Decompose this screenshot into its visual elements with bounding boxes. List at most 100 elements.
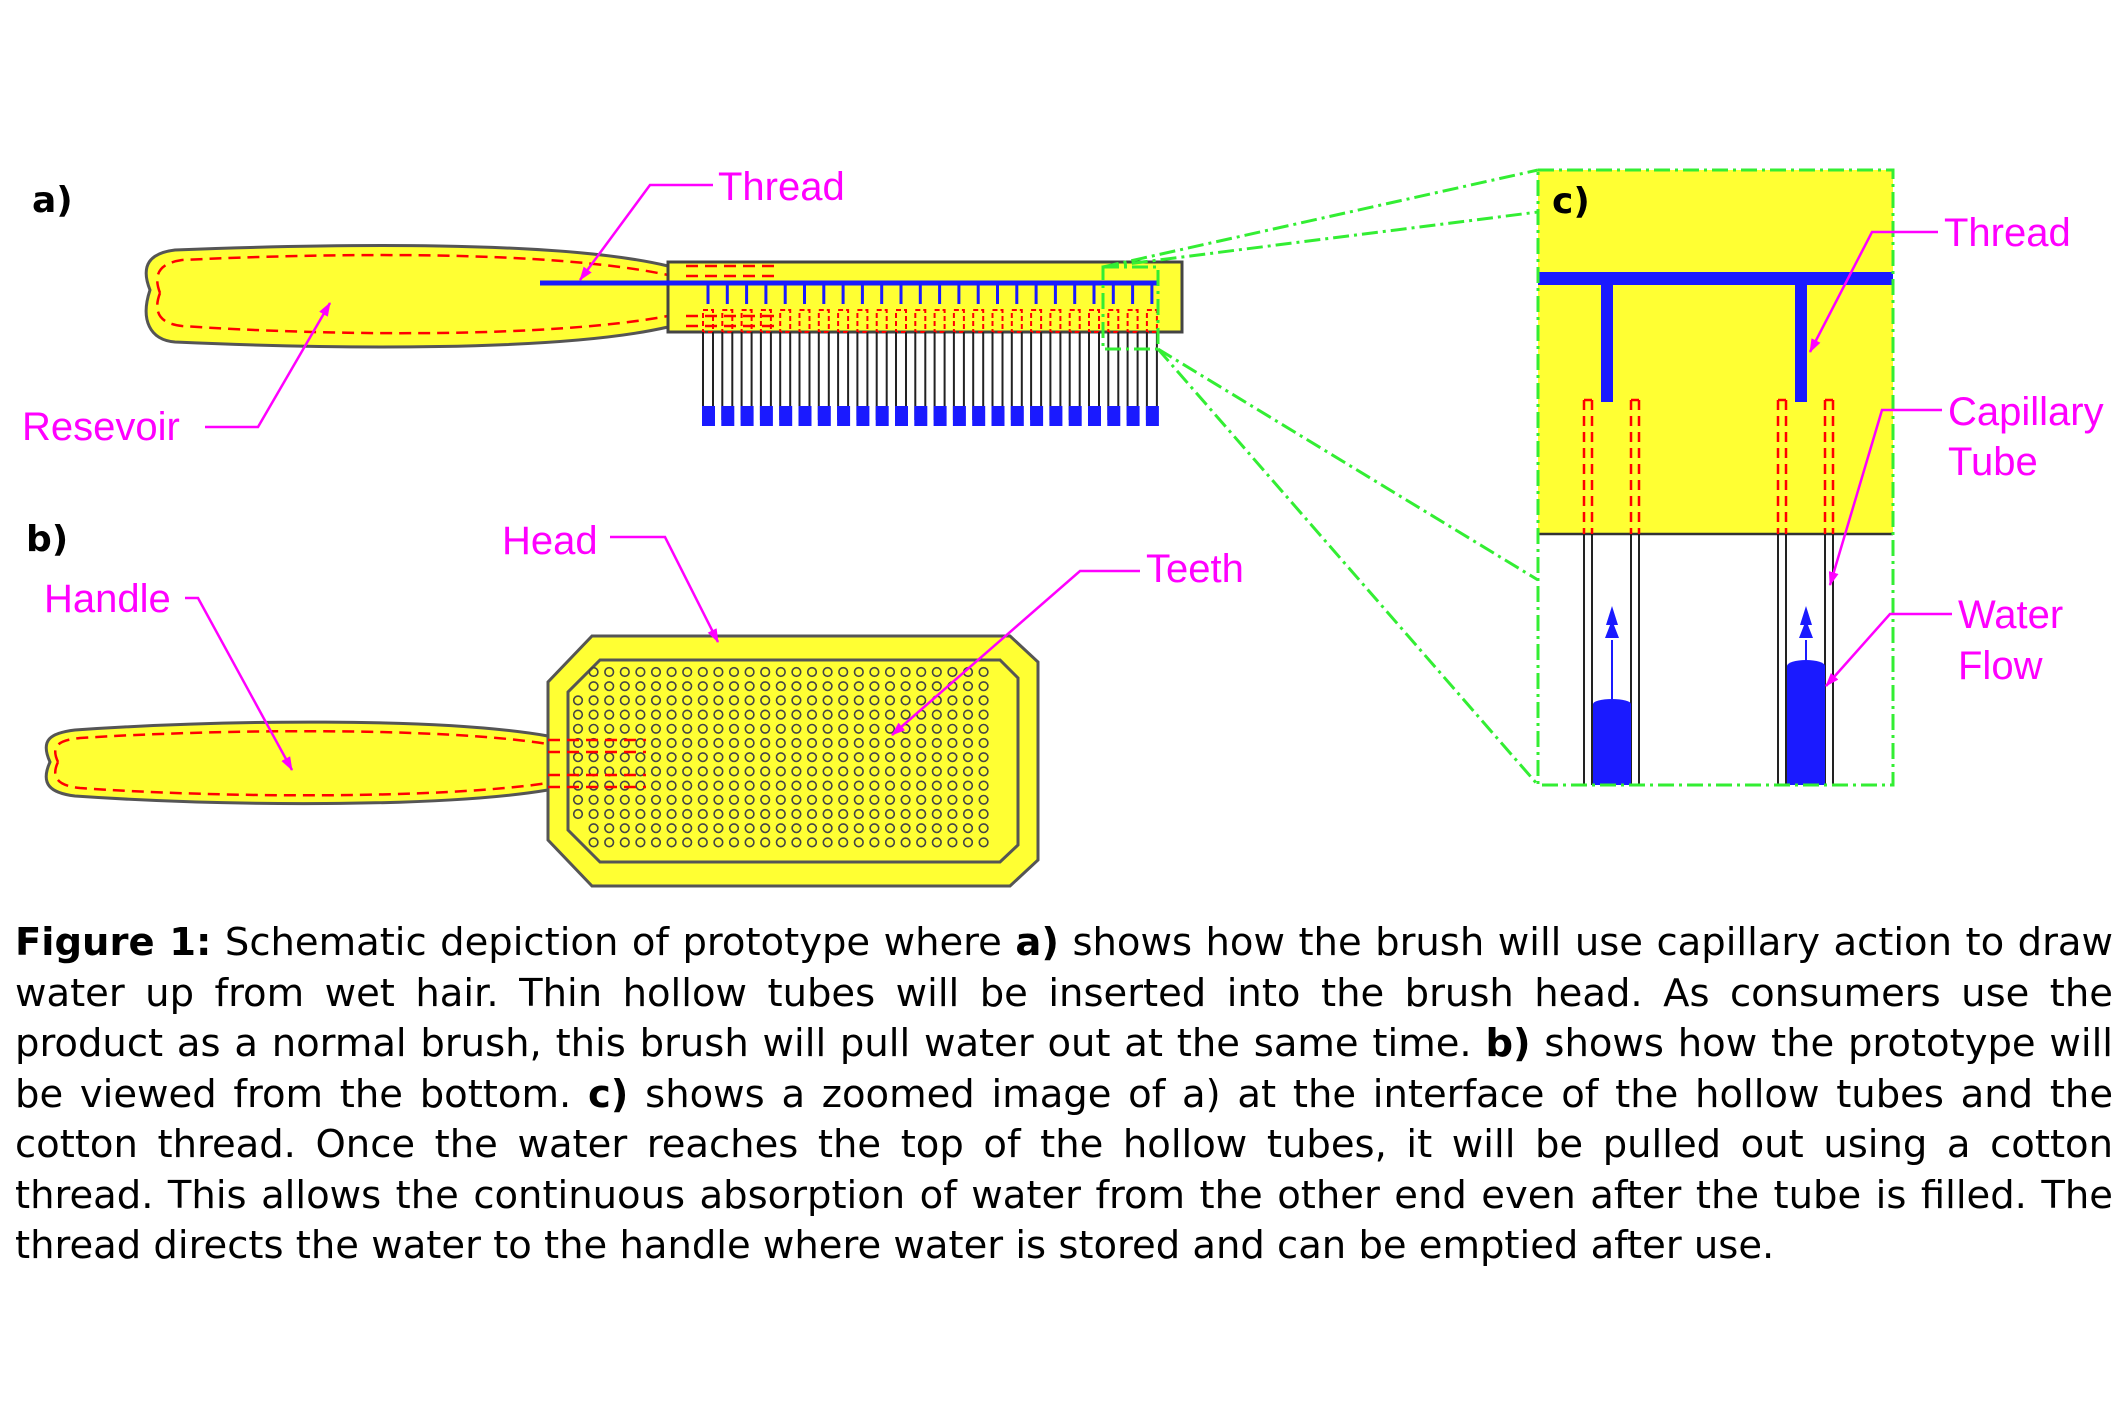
- bristle-tubes: [702, 332, 1159, 426]
- tooth: [619, 695, 630, 706]
- tooth: [619, 794, 630, 805]
- tooth: [853, 723, 864, 734]
- tooth: [853, 737, 864, 749]
- tooth: [791, 837, 802, 848]
- tooth: [869, 723, 880, 734]
- tube-top: [952, 309, 965, 333]
- tooth: [838, 695, 849, 706]
- tooth: [931, 780, 942, 791]
- tooth: [697, 837, 708, 848]
- tooth: [978, 709, 989, 720]
- tooth: [619, 823, 630, 834]
- tooth: [806, 766, 818, 777]
- tooth: [900, 808, 911, 820]
- tooth: [822, 681, 833, 692]
- tooth: [744, 709, 755, 720]
- tooth: [947, 808, 958, 820]
- tooth: [822, 737, 833, 749]
- tooth: [884, 780, 896, 791]
- tooth: [666, 752, 677, 763]
- tooth: [744, 837, 755, 848]
- tooth: [806, 681, 818, 692]
- tooth: [713, 808, 724, 820]
- tooth: [650, 766, 662, 777]
- tooth: [682, 737, 693, 749]
- teeth-leader: [891, 569, 1140, 736]
- tooth: [853, 695, 864, 706]
- tube-top: [1049, 309, 1062, 333]
- tube-top: [933, 309, 946, 333]
- tooth: [635, 737, 646, 749]
- tooth: [619, 837, 630, 848]
- tooth: [713, 737, 724, 749]
- tooth: [869, 794, 880, 805]
- tooth: [838, 794, 849, 805]
- tooth: [588, 837, 599, 848]
- tooth: [666, 709, 677, 720]
- tooth: [572, 794, 584, 805]
- zoom-frame: [1536, 168, 1895, 787]
- tooth: [869, 837, 880, 848]
- tube-top: [1030, 309, 1043, 333]
- tooth: [838, 709, 849, 720]
- tooth: [806, 666, 818, 678]
- tooth: [713, 766, 724, 777]
- tooth: [978, 837, 989, 848]
- tube-top: [759, 309, 772, 333]
- tooth: [900, 766, 911, 777]
- tooth: [682, 695, 693, 706]
- tooth: [666, 837, 677, 848]
- panel-b-bottom-view: b) Head Handle Teeth: [26, 519, 1244, 888]
- tooth: [916, 666, 927, 678]
- tooth: [978, 823, 989, 834]
- tooth: [947, 794, 958, 805]
- tooth: [588, 695, 599, 706]
- tube-top: [721, 309, 734, 333]
- bristle-water: [759, 406, 773, 426]
- tooth: [791, 737, 802, 749]
- tooth: [760, 666, 771, 678]
- tooth: [947, 737, 958, 749]
- tooth: [822, 666, 833, 678]
- tooth: [572, 709, 584, 720]
- bristle-water: [895, 406, 908, 426]
- tooth: [947, 695, 958, 706]
- tooth: [666, 737, 677, 749]
- tooth: [838, 723, 849, 734]
- tooth: [962, 723, 974, 734]
- tooth: [822, 709, 833, 720]
- head-leader: [610, 535, 720, 643]
- tooth: [822, 780, 833, 791]
- zoom-region: [1101, 265, 1160, 351]
- tooth: [931, 808, 942, 820]
- tooth: [760, 808, 771, 820]
- tooth: [697, 766, 708, 777]
- tooth: [853, 666, 864, 678]
- tooth: [978, 695, 989, 706]
- tooth: [869, 766, 880, 777]
- tooth: [744, 823, 755, 834]
- tooth: [713, 681, 724, 692]
- zoom-lines: [1101, 168, 1540, 786]
- tooth: [962, 780, 974, 791]
- capillary-label-2: Tube: [1948, 440, 2038, 484]
- tooth: [869, 709, 880, 720]
- tooth: [635, 723, 646, 734]
- tooth: [760, 723, 771, 734]
- tooth: [775, 709, 786, 720]
- tooth: [650, 681, 662, 692]
- teeth-label: Teeth: [1146, 547, 1244, 591]
- tooth: [728, 681, 740, 692]
- panel-a-side-view: a) Thread Resevoir: [22, 165, 1184, 449]
- tooth: [588, 808, 599, 820]
- tube-top: [1126, 309, 1139, 333]
- tooth: [791, 709, 802, 720]
- tooth: [947, 837, 958, 848]
- tooth: [650, 823, 662, 834]
- tooth: [775, 808, 786, 820]
- tooth: [900, 695, 911, 706]
- tooth: [760, 752, 771, 763]
- tooth: [682, 752, 693, 763]
- tooth: [604, 737, 615, 749]
- tooth: [635, 695, 646, 706]
